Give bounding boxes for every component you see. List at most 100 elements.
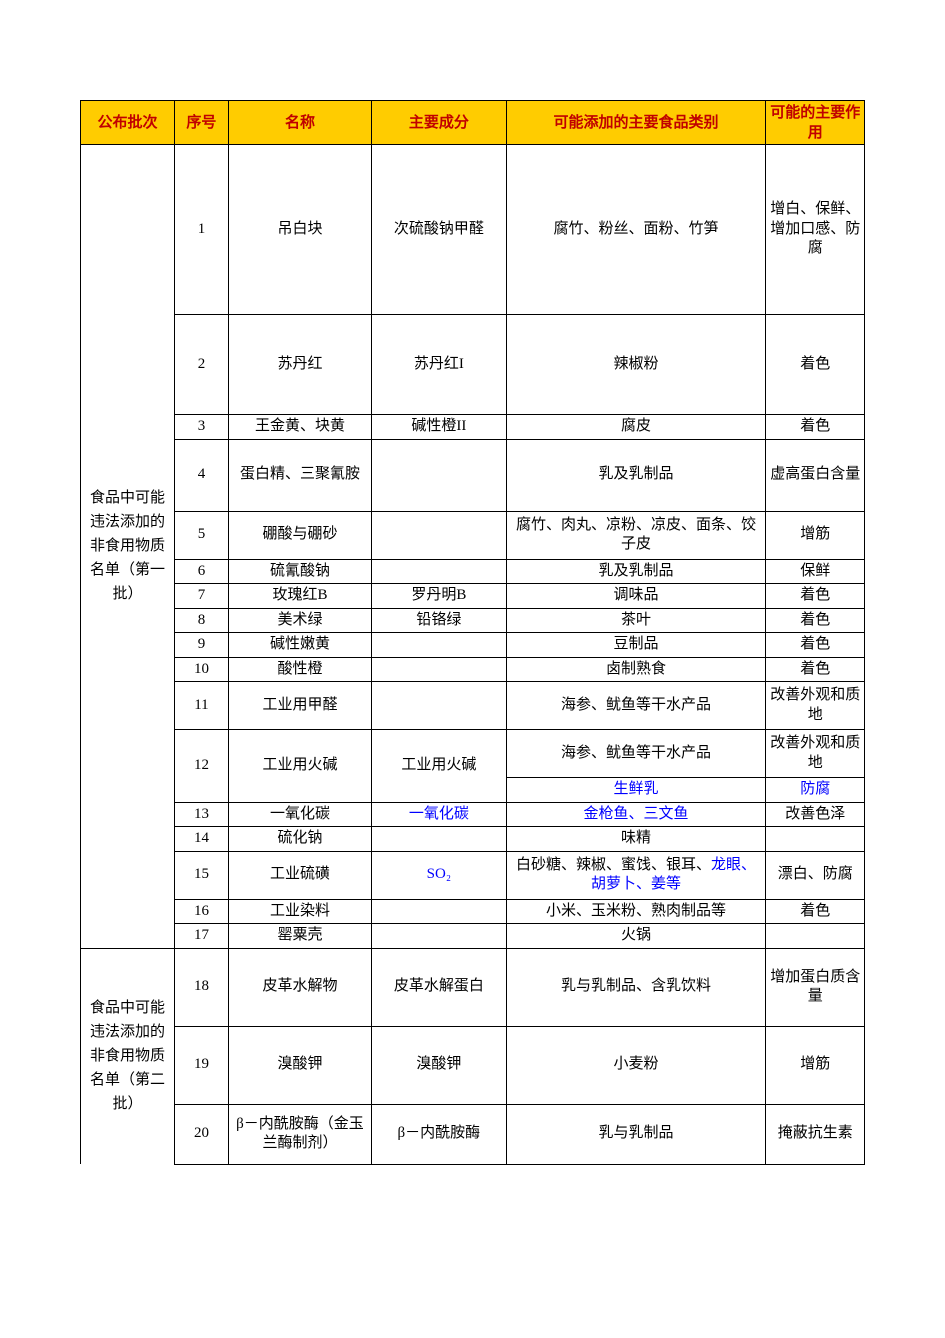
cell-cat: 小米、玉米粉、熟肉制品等 xyxy=(506,899,766,924)
cell-cat: 腐皮 xyxy=(506,415,766,440)
table-row: 食品中可能违法添加的非食用物质名单（第二批） 18 皮革水解物 皮革水解蛋白 乳… xyxy=(81,948,865,1026)
table-row: 7 玫瑰红B 罗丹明B 调味品 着色 xyxy=(81,584,865,609)
cell-name: 溴酸钾 xyxy=(228,1026,371,1104)
header-num: 序号 xyxy=(175,101,229,145)
cell-comp: 碱性橙II xyxy=(372,415,506,440)
cell-num: 17 xyxy=(175,924,229,949)
cell-eff: 增筋 xyxy=(766,511,865,559)
cell-eff xyxy=(766,827,865,852)
cell-eff: 着色 xyxy=(766,315,865,415)
cell-name: 吊白块 xyxy=(228,145,371,315)
cell-comp: 铅铬绿 xyxy=(372,608,506,633)
table-row: 3 王金黄、块黄 碱性橙II 腐皮 着色 xyxy=(81,415,865,440)
table-row: 13 一氧化碳 一氧化碳 金枪鱼、三文鱼 改善色泽 xyxy=(81,802,865,827)
cell-comp xyxy=(372,559,506,584)
cell-name: 硫化钠 xyxy=(228,827,371,852)
table-row: 17 罂粟壳 火锅 xyxy=(81,924,865,949)
cell-comp: 苏丹红I xyxy=(372,315,506,415)
cell-name: 苏丹红 xyxy=(228,315,371,415)
cell-eff: 着色 xyxy=(766,899,865,924)
cell-cat: 味精 xyxy=(506,827,766,852)
cell-eff: 增加蛋白质含量 xyxy=(766,948,865,1026)
cell-cat: 小麦粉 xyxy=(506,1026,766,1104)
cell-eff: 着色 xyxy=(766,584,865,609)
cell-name: 美术绿 xyxy=(228,608,371,633)
cell-num: 15 xyxy=(175,851,229,899)
table-row: 12 工业用火碱 工业用火碱 海参、鱿鱼等干水产品 改善外观和质地 xyxy=(81,730,865,778)
cell-cat: 辣椒粉 xyxy=(506,315,766,415)
table-row: 19 溴酸钾 溴酸钾 小麦粉 增筋 xyxy=(81,1026,865,1104)
table-row: 11 工业用甲醛 海参、鱿鱼等干水产品 改善外观和质地 xyxy=(81,682,865,730)
header-effect: 可能的主要作用 xyxy=(766,101,865,145)
cell-name: 玫瑰红B xyxy=(228,584,371,609)
cell-num: 8 xyxy=(175,608,229,633)
cell-comp xyxy=(372,899,506,924)
cell-num: 2 xyxy=(175,315,229,415)
cell-cat: 海参、鱿鱼等干水产品 xyxy=(506,730,766,778)
cell-name: 皮革水解物 xyxy=(228,948,371,1026)
header-name: 名称 xyxy=(228,101,371,145)
batch-1-label: 食品中可能违法添加的非食用物质名单（第一批） xyxy=(81,145,175,949)
table-row: 15 工业硫磺 SO₂ 白砂糖、辣椒、蜜饯、银耳、龙眼、胡萝卜、姜等 漂白、防腐 xyxy=(81,851,865,899)
header-component: 主要成分 xyxy=(372,101,506,145)
cell-comp xyxy=(372,682,506,730)
table-row: 10 酸性橙 卤制熟食 着色 xyxy=(81,657,865,682)
cell-name: 硫氰酸钠 xyxy=(228,559,371,584)
cell-cat: 腐竹、肉丸、凉粉、凉皮、面条、饺子皮 xyxy=(506,511,766,559)
cell-eff: 改善外观和质地 xyxy=(766,682,865,730)
cell-name: 蛋白精、三聚氰胺 xyxy=(228,439,371,511)
cell-comp: 工业用火碱 xyxy=(372,730,506,803)
cell-comp xyxy=(372,924,506,949)
cell-cat: 卤制熟食 xyxy=(506,657,766,682)
table-row: 8 美术绿 铅铬绿 茶叶 着色 xyxy=(81,608,865,633)
cell-cat: 乳及乳制品 xyxy=(506,559,766,584)
cell-num: 18 xyxy=(175,948,229,1026)
cell-eff: 着色 xyxy=(766,657,865,682)
cell-eff: 改善外观和质地 xyxy=(766,730,865,778)
cell-eff: 着色 xyxy=(766,608,865,633)
cell-num: 13 xyxy=(175,802,229,827)
cell-num: 12 xyxy=(175,730,229,803)
cell-cat: 乳与乳制品 xyxy=(506,1104,766,1164)
cell-eff: 增筋 xyxy=(766,1026,865,1104)
cell-comp: β－内酰胺酶 xyxy=(372,1104,506,1164)
cell-cat-part-a: 白砂糖、辣椒、蜜饯、银耳、 xyxy=(516,857,711,873)
cell-cat: 乳与乳制品、含乳饮料 xyxy=(506,948,766,1026)
cell-num: 3 xyxy=(175,415,229,440)
cell-comp xyxy=(372,827,506,852)
cell-num: 20 xyxy=(175,1104,229,1164)
cell-eff: 漂白、防腐 xyxy=(766,851,865,899)
cell-name: 碱性嫩黄 xyxy=(228,633,371,658)
cell-name: 一氧化碳 xyxy=(228,802,371,827)
cell-comp xyxy=(372,439,506,511)
table-row: 9 碱性嫩黄 豆制品 着色 xyxy=(81,633,865,658)
table-row: 5 硼酸与硼砂 腐竹、肉丸、凉粉、凉皮、面条、饺子皮 增筋 xyxy=(81,511,865,559)
cell-num: 5 xyxy=(175,511,229,559)
cell-num: 4 xyxy=(175,439,229,511)
table-row: 食品中可能违法添加的非食用物质名单（第一批） 1 吊白块 次硫酸钠甲醛 腐竹、粉… xyxy=(81,145,865,315)
cell-comp: 皮革水解蛋白 xyxy=(372,948,506,1026)
cell-eff xyxy=(766,924,865,949)
cell-cat: 金枪鱼、三文鱼 xyxy=(506,802,766,827)
cell-eff: 改善色泽 xyxy=(766,802,865,827)
cell-name: 工业用火碱 xyxy=(228,730,371,803)
cell-name: 硼酸与硼砂 xyxy=(228,511,371,559)
cell-eff: 虚高蛋白含量 xyxy=(766,439,865,511)
cell-cat: 火锅 xyxy=(506,924,766,949)
cell-num: 16 xyxy=(175,899,229,924)
cell-cat: 腐竹、粉丝、面粉、竹笋 xyxy=(506,145,766,315)
substances-table: 公布批次 序号 名称 主要成分 可能添加的主要食品类别 可能的主要作用 食品中可… xyxy=(80,100,865,1165)
table-header-row: 公布批次 序号 名称 主要成分 可能添加的主要食品类别 可能的主要作用 xyxy=(81,101,865,145)
cell-cat: 海参、鱿鱼等干水产品 xyxy=(506,682,766,730)
cell-comp: 一氧化碳 xyxy=(372,802,506,827)
header-batch: 公布批次 xyxy=(81,101,175,145)
cell-num: 19 xyxy=(175,1026,229,1104)
cell-comp: 罗丹明B xyxy=(372,584,506,609)
cell-num: 6 xyxy=(175,559,229,584)
cell-name: β－内酰胺酶（金玉兰酶制剂） xyxy=(228,1104,371,1164)
cell-num: 11 xyxy=(175,682,229,730)
cell-num: 9 xyxy=(175,633,229,658)
cell-comp xyxy=(372,633,506,658)
table-row: 16 工业染料 小米、玉米粉、熟肉制品等 着色 xyxy=(81,899,865,924)
cell-num: 10 xyxy=(175,657,229,682)
